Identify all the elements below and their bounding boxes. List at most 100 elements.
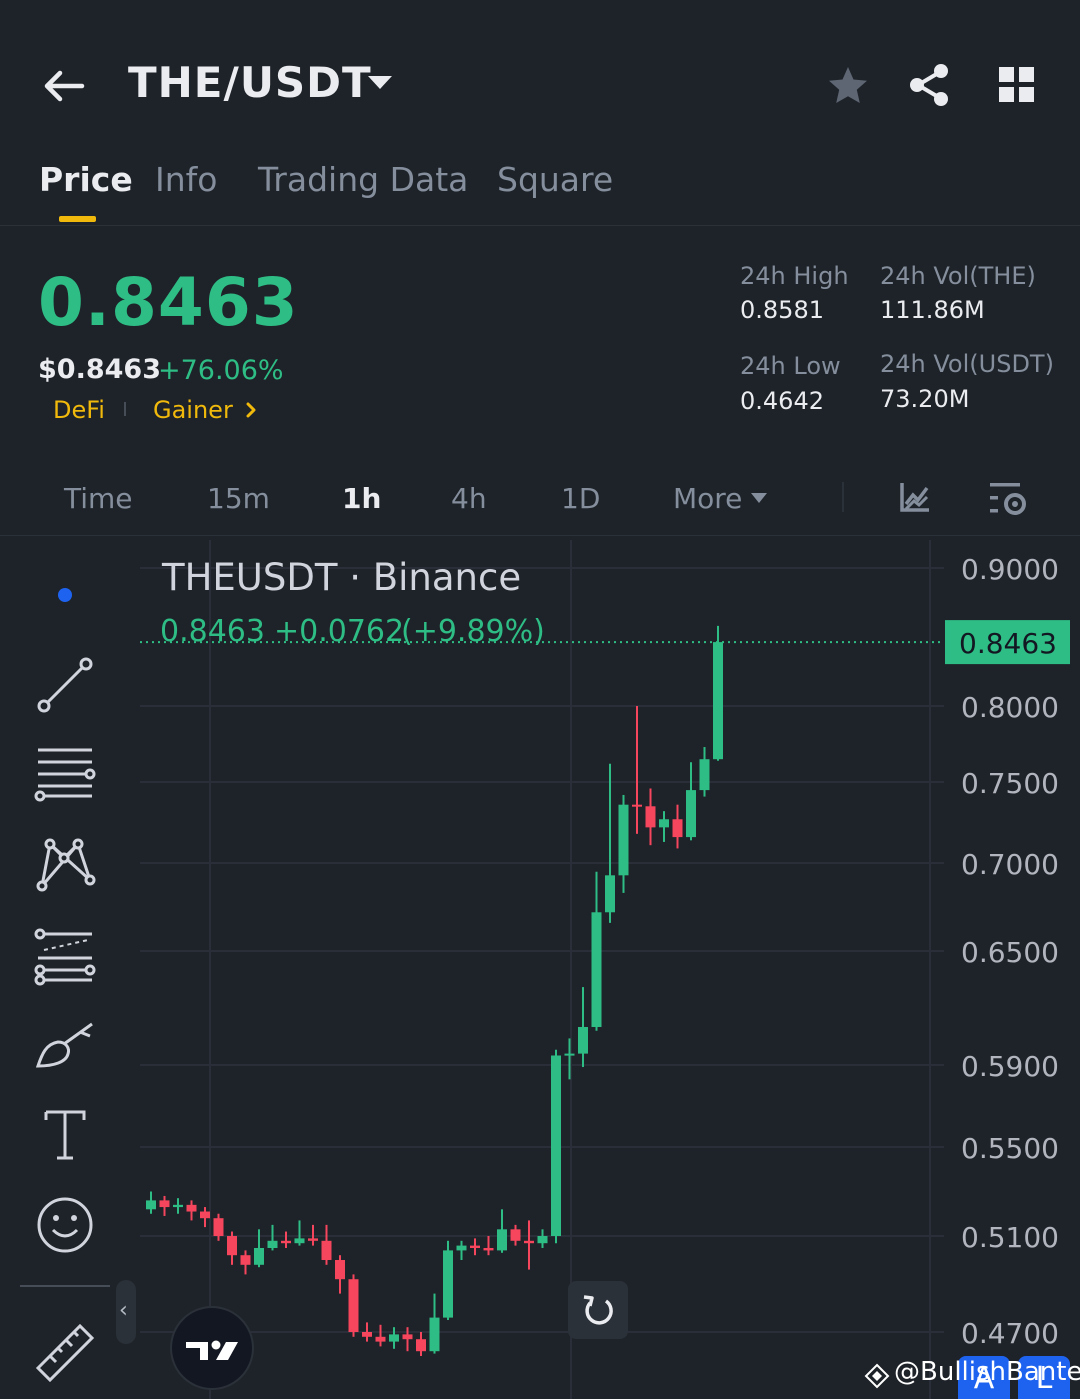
chart-title: THEUSDT · Binance	[161, 556, 521, 599]
candle-up	[591, 912, 602, 1027]
tab-price[interactable]: Price	[39, 160, 133, 199]
candle-down	[308, 1238, 318, 1241]
candle-up	[699, 759, 710, 791]
y-tick-label: 0.4700	[961, 1317, 1059, 1350]
change-percent: +76.06%	[158, 355, 284, 386]
tab-square[interactable]: Square	[497, 160, 614, 199]
y-tick-label: 0.8000	[961, 691, 1059, 724]
horizontal-lines-icon[interactable]	[30, 740, 100, 810]
text-tool-icon[interactable]	[30, 1100, 100, 1170]
low-value: 0.4642	[740, 387, 824, 415]
candle-up	[173, 1204, 183, 1208]
candle-up	[497, 1229, 507, 1251]
candle-down	[348, 1279, 359, 1332]
interval-divider	[842, 482, 844, 512]
candle-down	[321, 1240, 332, 1260]
interval-4h[interactable]: 4h	[451, 482, 487, 515]
candle-down	[672, 819, 683, 838]
candle-up	[456, 1245, 467, 1251]
candle-down	[416, 1339, 426, 1352]
grid-icon[interactable]	[998, 66, 1036, 104]
candle-down	[362, 1332, 372, 1337]
y-tick-label: 0.7500	[961, 767, 1059, 800]
chevron-left-icon: ‹	[119, 1298, 128, 1323]
last-price-label: 0.8463	[959, 627, 1057, 660]
toolbar-collapse-button[interactable]: ‹	[116, 1280, 136, 1344]
caret-down-icon[interactable]	[366, 72, 394, 92]
candle-down	[524, 1240, 534, 1244]
active-tab-indicator	[59, 216, 96, 222]
share-icon[interactable]	[906, 62, 952, 108]
tradingview-logo-icon	[186, 1340, 238, 1360]
trend-line-icon[interactable]	[30, 650, 100, 720]
legend-change-pct: (+9.89%)	[401, 614, 545, 649]
reset-chart-button[interactable]	[568, 1281, 628, 1339]
high-value: 0.8581	[740, 296, 824, 324]
candle-up	[686, 790, 696, 838]
interval-1h[interactable]: 1h	[342, 482, 382, 515]
candle-up	[429, 1317, 440, 1352]
chart-settings-icon[interactable]	[988, 480, 1028, 518]
candle-down	[510, 1229, 521, 1241]
usd-price: $0.8463	[38, 354, 161, 385]
candle-up	[443, 1250, 453, 1318]
tab-info[interactable]: Info	[155, 160, 218, 199]
chevron-right-icon[interactable]	[242, 400, 260, 420]
candle-down	[186, 1204, 197, 1212]
candle-down	[483, 1248, 494, 1251]
candle-up	[389, 1334, 399, 1342]
interval-1d[interactable]: 1D	[561, 482, 601, 515]
candle-down	[159, 1200, 170, 1208]
high-label: 24h High	[740, 262, 849, 290]
watermark-text: @BullishBanter	[894, 1357, 1080, 1387]
candle-up	[564, 1053, 575, 1056]
pair-title[interactable]: THE/USDT	[128, 58, 372, 107]
reset-icon	[583, 1295, 613, 1325]
candle-up	[618, 804, 629, 876]
candle-down	[402, 1334, 413, 1340]
y-tick-label: 0.6500	[961, 936, 1059, 969]
tab-bar: Price Info Trading Data Square	[0, 150, 1080, 226]
top-bar: THE/USDT	[0, 0, 1080, 170]
tag-defi[interactable]: DeFi	[53, 396, 105, 424]
fib-retracement-icon[interactable]	[30, 920, 100, 990]
low-label: 24h Low	[740, 352, 841, 380]
candle-down	[375, 1336, 386, 1342]
badge-l: L	[1018, 1356, 1070, 1399]
toolbar-separator	[20, 1285, 110, 1287]
binance-square-icon	[864, 1363, 890, 1389]
candlestick-chart[interactable]: 0.9000 0.8000 0.7500 0.7000 0.6500 0.5900 0.55…	[0, 537, 1080, 1399]
candle-up	[713, 642, 723, 760]
chart-canvas[interactable]: 0.9000 0.8000 0.7500 0.7000 0.6500 0.5900 0.55…	[0, 537, 1080, 1399]
candle-down	[227, 1236, 237, 1256]
tag-gainer[interactable]: Gainer	[153, 396, 233, 424]
pattern-icon[interactable]	[30, 830, 100, 900]
vol-quote-value: 73.20M	[880, 385, 970, 413]
caret-down-icon[interactable]	[750, 492, 768, 504]
interval-15m[interactable]: 15m	[207, 482, 270, 515]
ruler-icon[interactable]	[30, 1312, 100, 1384]
interval-time[interactable]: Time	[64, 482, 133, 515]
candle-down	[240, 1255, 251, 1265]
star-icon[interactable]	[826, 64, 870, 108]
candle-up	[659, 819, 669, 828]
brush-icon[interactable]	[30, 1010, 100, 1080]
candle-up	[254, 1248, 264, 1265]
interval-more[interactable]: More	[673, 482, 743, 515]
indicator-icon[interactable]	[898, 480, 932, 514]
candle-up	[267, 1240, 278, 1248]
last-price-label-bg	[945, 620, 1070, 665]
emoji-icon[interactable]	[30, 1190, 100, 1260]
back-arrow-icon[interactable]	[40, 62, 88, 110]
badge-a: A	[958, 1356, 1010, 1399]
y-tick-label: 0.5500	[961, 1132, 1059, 1165]
candle-down	[281, 1240, 291, 1244]
tab-trading-data[interactable]: Trading Data	[258, 160, 469, 199]
vol-quote-label: 24h Vol(USDT)	[880, 350, 1054, 378]
candle-up	[551, 1055, 561, 1236]
candle-down	[470, 1245, 480, 1248]
last-price: 0.8463	[38, 264, 299, 341]
y-tick-label: 0.9000	[961, 553, 1059, 586]
y-tick-label: 0.5100	[961, 1221, 1059, 1254]
candle-down	[200, 1211, 210, 1219]
